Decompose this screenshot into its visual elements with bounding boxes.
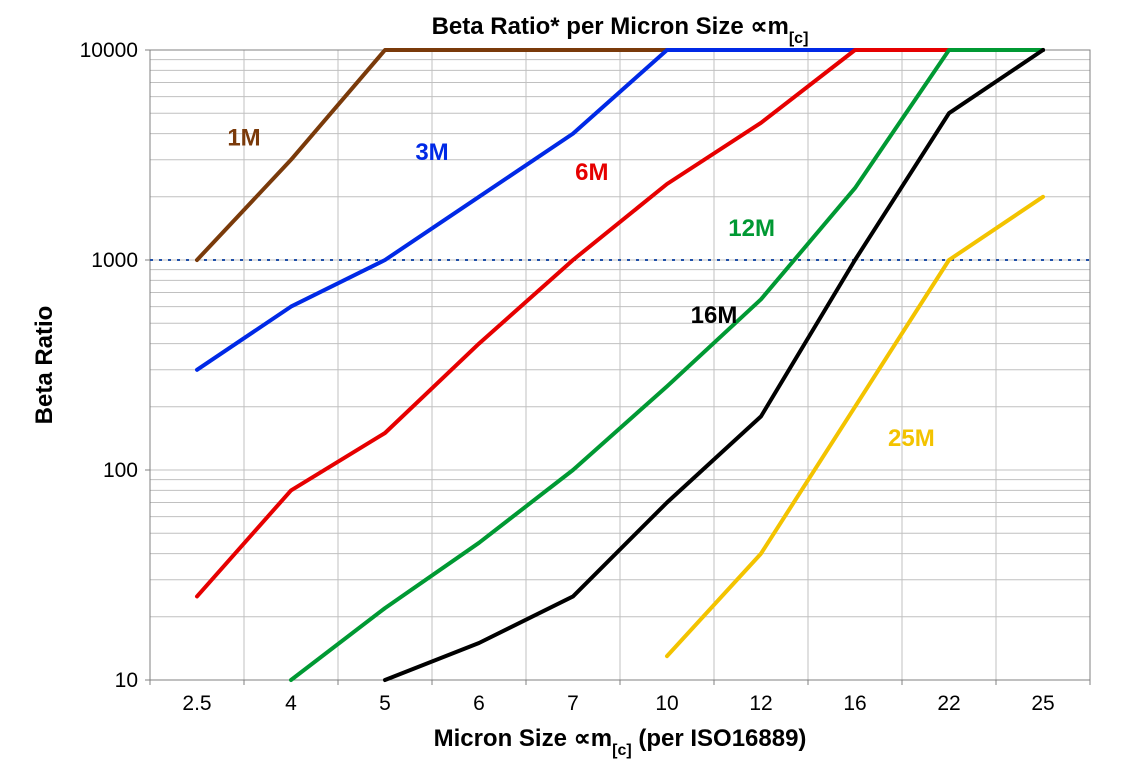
series-label-3M: 3M xyxy=(415,139,448,166)
x-tick-label: 10 xyxy=(655,692,678,715)
x-tick-label: 4 xyxy=(285,692,297,715)
chart-container: 1M 3M 6M 12M 16M 25M 10 100 1000 10000 2.5 4 5 6 7 10 12… xyxy=(0,0,1136,784)
x-tick-label: 5 xyxy=(379,692,391,715)
series-label-12M: 12M xyxy=(728,215,775,242)
y-tick-label: 1000 xyxy=(91,249,138,272)
x-tick-label: 16 xyxy=(843,692,866,715)
series-label-16M: 16M xyxy=(691,302,738,329)
series-label-6M: 6M xyxy=(575,159,608,186)
beta-ratio-chart: 1M 3M 6M 12M 16M 25M 10 100 1000 10000 2.5 4 5 6 7 10 12… xyxy=(0,0,1136,784)
y-tick-label: 10000 xyxy=(80,39,138,62)
x-tick-label: 12 xyxy=(749,692,772,715)
y-tick-label: 100 xyxy=(103,459,138,482)
y-axis-title: Beta Ratio xyxy=(31,306,58,425)
x-tick-label: 25 xyxy=(1031,692,1054,715)
series-label-1M: 1M xyxy=(227,125,260,152)
y-tick-label: 10 xyxy=(115,669,138,692)
x-tick-label: 7 xyxy=(567,692,579,715)
series-label-25M: 25M xyxy=(888,425,935,452)
x-tick-label: 22 xyxy=(937,692,960,715)
x-tick-label: 2.5 xyxy=(182,692,211,715)
x-tick-label: 6 xyxy=(473,692,485,715)
